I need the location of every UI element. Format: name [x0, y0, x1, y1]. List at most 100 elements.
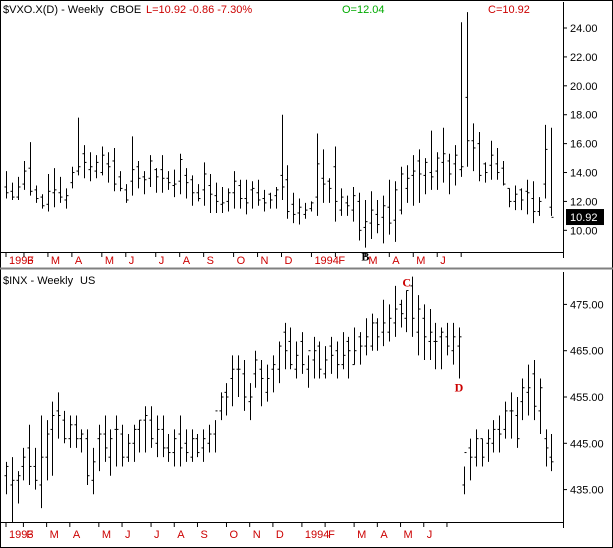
ohlc-bar — [497, 415, 502, 453]
ohlc-bar — [250, 181, 255, 209]
x-tick-label: O — [229, 529, 238, 541]
ohlc-bar — [220, 186, 225, 213]
ohlc-bar — [97, 424, 102, 472]
ohlc-bar — [544, 429, 549, 467]
ohlc-bar — [404, 290, 409, 333]
ohlc-bar — [381, 299, 386, 347]
ohlc-bar — [100, 146, 105, 176]
ohlc-bar — [27, 424, 32, 485]
ohlc-bar — [148, 155, 153, 187]
ohlc-bar — [465, 12, 470, 167]
ohlc-bar — [238, 179, 243, 209]
ohlc-bar — [531, 181, 536, 224]
ohlc-bar — [339, 188, 344, 216]
ohlc-bar — [309, 201, 314, 212]
ohlc-bar — [62, 410, 67, 444]
ohlc-bar — [519, 188, 524, 211]
ohlc-bar — [248, 383, 253, 421]
ohlc-bar — [149, 406, 154, 448]
ohlc-bar — [10, 182, 15, 200]
x-tick-label: 1993 — [9, 255, 33, 267]
ohlc-bar — [468, 438, 473, 481]
ohlc-bar — [341, 332, 346, 370]
x-tick-label: M — [50, 529, 59, 541]
ohlc-bar — [166, 171, 171, 190]
annotation-b: B — [361, 250, 369, 264]
ohlc-bar — [76, 117, 81, 176]
ohlc-bar — [283, 322, 288, 370]
ohlc-bar — [457, 327, 462, 379]
ohlc-bar — [33, 447, 38, 490]
x-tick-label: M — [404, 529, 413, 541]
ohlc-bar — [445, 322, 450, 356]
ohlc-bar — [259, 359, 264, 407]
x-tick-label: N — [253, 529, 261, 541]
ohlc-bar — [417, 149, 422, 203]
ohlc-bar — [224, 383, 229, 416]
ohlc-bar — [451, 322, 456, 365]
x-tick-label: A — [75, 255, 83, 267]
ohlc-bar — [357, 192, 362, 241]
ohlc-bar — [10, 457, 15, 522]
ohlc-bar — [503, 401, 508, 439]
ohlc-bar — [160, 155, 165, 193]
low-change-label: L=10.92 -0.86 -7.30% — [146, 4, 252, 16]
ohlc-bar — [195, 434, 200, 458]
ohlc-bar — [16, 471, 21, 504]
ohlc-bar — [363, 199, 368, 248]
ohlc-bar — [22, 160, 27, 190]
ohlc-bar — [58, 176, 63, 203]
x-tick-label: M — [102, 529, 111, 541]
annotation-d: D — [455, 380, 464, 394]
ohlc-bar — [196, 184, 201, 202]
close-label: C=10.92 — [488, 4, 530, 16]
ohlc-bar — [375, 199, 380, 234]
ohlc-bar — [294, 341, 299, 379]
ohlc-bar — [213, 410, 218, 453]
x-tick-label: N — [261, 255, 269, 267]
y-tick-label: 455.00 — [570, 392, 604, 404]
x-tick-label: J — [125, 529, 130, 541]
ohlc-bar — [190, 175, 195, 206]
x-tick-label: D — [285, 255, 293, 267]
ohlc-bar — [491, 420, 496, 453]
ohlc-bar — [88, 152, 93, 182]
ohlc-bar — [202, 162, 207, 206]
ohlc-bar — [532, 359, 537, 421]
x-tick-label: 1994 — [305, 529, 329, 541]
ohlc-bar — [112, 147, 117, 192]
y-tick-label: 24.00 — [570, 23, 598, 35]
x-tick-label: F — [27, 255, 34, 267]
ohlc-bar — [433, 322, 438, 370]
y-tick-label: 16.00 — [570, 139, 598, 151]
exchange-label: CBOE — [110, 4, 141, 16]
ohlc-bar — [130, 136, 135, 196]
ohlc-bar — [422, 304, 427, 360]
ohlc-bar — [208, 173, 213, 213]
ohlc-bar — [136, 160, 141, 189]
ohlc-bar — [184, 429, 189, 462]
ohlc-bar — [74, 415, 79, 448]
x-tick-label: F — [26, 529, 33, 541]
ohlc-bar — [416, 295, 421, 356]
ohlc-bar — [303, 202, 308, 219]
last-value-label: 10.92 — [570, 212, 598, 224]
ohlc-bar — [46, 173, 51, 212]
ohlc-bar — [143, 406, 148, 453]
x-tick-label: 1993 — [9, 529, 33, 541]
ohlc-bar — [453, 145, 458, 186]
x-tick-label: S — [200, 529, 207, 541]
ohlc-bar — [268, 192, 273, 209]
y-tick-label: 22.00 — [570, 52, 598, 64]
ohlc-bar — [262, 189, 267, 212]
ohlc-bar — [39, 415, 44, 509]
ohlc-bar — [477, 132, 482, 182]
ohlc-bar — [333, 146, 338, 222]
ohlc-bar — [132, 424, 137, 462]
ohlc-bar — [375, 318, 380, 351]
symbol-label: $INX - Weekly — [3, 275, 74, 287]
ohlc-bar — [429, 130, 434, 190]
y-tick-label: 18.00 — [570, 110, 598, 122]
